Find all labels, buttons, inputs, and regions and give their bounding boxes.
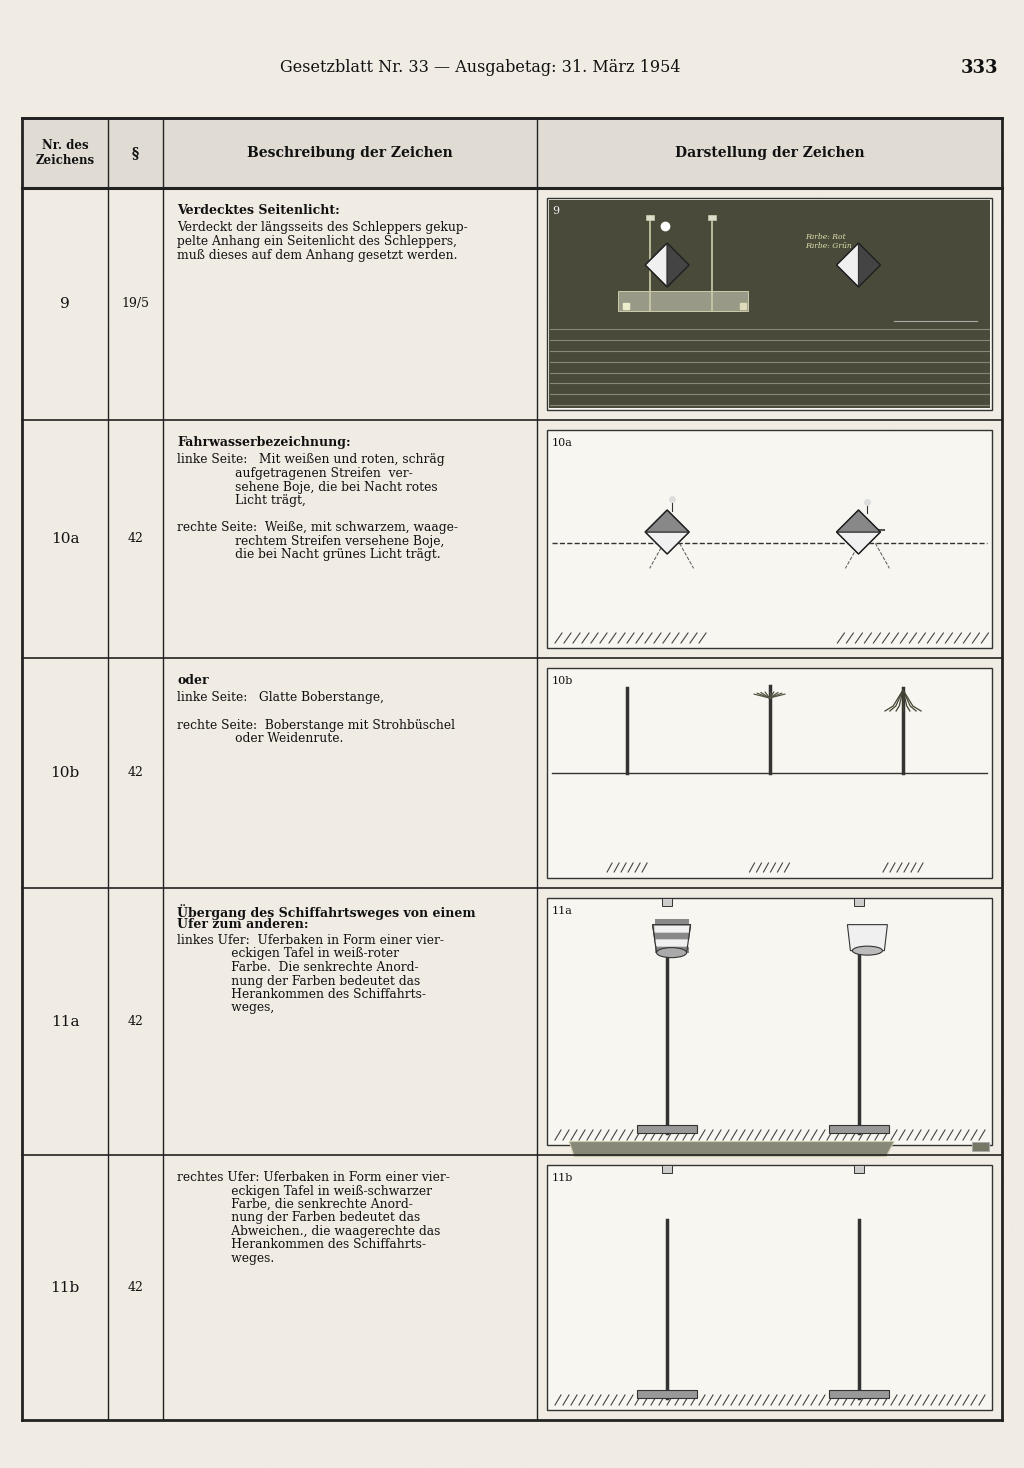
Text: linke Seite:   Mit weißen und roten, schräg: linke Seite: Mit weißen und roten, schrä… [177,454,444,467]
Bar [708,214,716,220]
Text: pelte Anhang ein Seitenlicht des Schleppers,: pelte Anhang ein Seitenlicht des Schlepp… [177,235,457,248]
Polygon shape [645,531,689,553]
Text: 42: 42 [128,1014,143,1028]
Text: rechtem Streifen versehene Boje,: rechtem Streifen versehene Boje, [177,534,444,548]
Bar [637,1124,697,1133]
Text: eckigen Tafel in weiß-schwarzer: eckigen Tafel in weiß-schwarzer [177,1185,432,1198]
Bar [637,1390,697,1398]
Polygon shape [654,940,688,945]
Polygon shape [569,1142,894,1157]
Bar [549,200,990,408]
Text: Licht trägt,: Licht trägt, [177,495,306,506]
Polygon shape [645,509,689,531]
Text: aufgetragenen Streifen  ver-: aufgetragenen Streifen ver- [177,467,413,480]
Text: die bei Nacht grünes Licht trägt.: die bei Nacht grünes Licht trägt. [177,548,440,561]
Text: oder: oder [177,674,209,687]
Text: rechtes Ufer: Uferbaken in Form einer vier-: rechtes Ufer: Uferbaken in Form einer vi… [177,1171,450,1185]
Text: Nr. des
Zeichens: Nr. des Zeichens [36,139,94,167]
Bar [547,430,992,647]
Polygon shape [668,244,689,288]
Text: 11b: 11b [50,1280,80,1295]
Polygon shape [645,244,668,288]
Text: 9: 9 [552,206,559,216]
Text: Ufer zum anderen:: Ufer zum anderen: [177,918,308,931]
Text: 11a: 11a [552,906,572,916]
Polygon shape [858,244,881,288]
Text: linkes Ufer:  Uferbaken in Form einer vier-: linkes Ufer: Uferbaken in Form einer vie… [177,934,444,947]
Text: muß dieses auf dem Anhang gesetzt werden.: muß dieses auf dem Anhang gesetzt werden… [177,248,458,261]
Text: 42: 42 [128,766,143,780]
Text: 333: 333 [961,59,998,76]
Text: Übergang des Schiffahrtsweges von einem: Übergang des Schiffahrtsweges von einem [177,904,475,920]
Bar [646,214,654,220]
Polygon shape [654,947,688,953]
Text: 19/5: 19/5 [122,298,150,311]
Text: nung der Farben bedeutet das: nung der Farben bedeutet das [177,975,420,988]
Bar [828,1124,889,1133]
Text: 42: 42 [128,533,143,546]
Bar [547,1166,992,1409]
Text: 42: 42 [128,1282,143,1293]
Ellipse shape [852,947,883,956]
Text: eckigen Tafel in weiß-roter: eckigen Tafel in weiß-roter [177,947,399,960]
Polygon shape [654,926,688,932]
Text: 10a: 10a [552,437,572,448]
Bar [828,1390,889,1398]
Polygon shape [837,244,858,288]
Polygon shape [837,509,881,531]
Text: 10b: 10b [552,675,573,686]
Text: Farbe.  Die senkrechte Anord-: Farbe. Die senkrechte Anord- [177,962,419,973]
Polygon shape [654,934,688,938]
Bar [853,1166,863,1173]
Text: 9: 9 [60,297,70,311]
Text: Herankommen des Schiffahrts-: Herankommen des Schiffahrts- [177,988,426,1001]
Text: Herankommen des Schiffahrts-: Herankommen des Schiffahrts- [177,1239,426,1252]
Polygon shape [972,1142,989,1151]
Text: linke Seite:   Glatte Boberstange,: linke Seite: Glatte Boberstange, [177,691,384,705]
Text: §: § [132,145,139,160]
Polygon shape [848,925,888,951]
Bar [547,198,992,410]
Polygon shape [837,531,881,553]
Bar [663,898,672,906]
Text: Abweichen., die waagerechte das: Abweichen., die waagerechte das [177,1224,440,1238]
Text: oder Weidenrute.: oder Weidenrute. [177,733,343,744]
Text: weges,: weges, [177,1001,274,1014]
Text: Gesetzblatt Nr. 33 — Ausgabetag: 31. März 1954: Gesetzblatt Nr. 33 — Ausgabetag: 31. Mär… [280,60,680,76]
Bar [853,898,863,906]
Text: nung der Farben bedeutet das: nung der Farben bedeutet das [177,1211,420,1224]
Text: 10a: 10a [51,531,79,546]
Bar [663,1166,672,1173]
Text: Darstellung der Zeichen: Darstellung der Zeichen [675,145,864,160]
Text: weges.: weges. [177,1252,274,1265]
Text: Fahrwasserbezeichnung:: Fahrwasserbezeichnung: [177,436,350,449]
Text: Farbe, die senkrechte Anord-: Farbe, die senkrechte Anord- [177,1198,413,1211]
Text: 11b: 11b [552,1173,573,1183]
Polygon shape [652,925,690,953]
Bar [22,117,1002,188]
Text: sehene Boje, die bei Nacht rotes: sehene Boje, die bei Nacht rotes [177,480,437,493]
Text: 9: 9 [552,206,559,216]
Bar [547,898,992,1145]
Text: 11a: 11a [51,1014,79,1029]
Text: rechte Seite:  Weiße, mit schwarzem, waage-: rechte Seite: Weiße, mit schwarzem, waag… [177,521,458,534]
Text: Farbe: Rot
Farbe: Grün: Farbe: Rot Farbe: Grün [805,233,852,250]
Ellipse shape [656,948,687,957]
Bar [547,668,992,878]
Bar [617,292,748,311]
Text: 10b: 10b [50,766,80,780]
Polygon shape [654,919,688,925]
Text: Verdeckt der längsseits des Schleppers gekup-: Verdeckt der längsseits des Schleppers g… [177,222,468,235]
Text: Verdecktes Seitenlicht:: Verdecktes Seitenlicht: [177,204,340,217]
Text: Beschreibung der Zeichen: Beschreibung der Zeichen [247,145,453,160]
Text: rechte Seite:  Boberstange mit Strohbüschel: rechte Seite: Boberstange mit Strohbüsch… [177,718,455,731]
